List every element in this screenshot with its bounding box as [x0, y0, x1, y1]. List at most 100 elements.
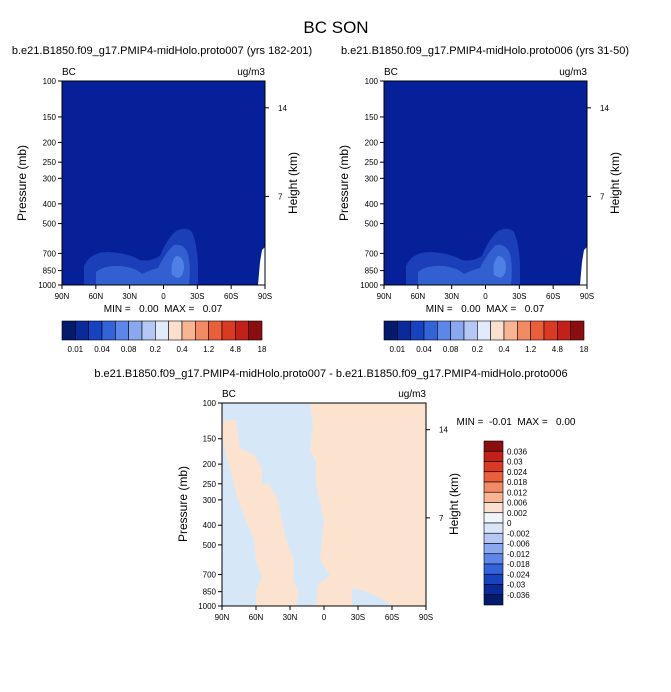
colorbar-swatch: [397, 320, 411, 341]
stats-label: MIN = 0.00 MAX = 0.07: [104, 304, 223, 315]
pressure-tick-label: 300: [203, 496, 217, 505]
colorbar-label: 0.4: [498, 345, 510, 354]
colorbar-vertical: 0.0360.030.0240.0180.0120.0060.0020-0.00…: [483, 440, 530, 606]
pressure-tick-label: 100: [43, 77, 57, 86]
height-tick-label: 7: [278, 192, 283, 201]
latitude-tick-label: 90S: [419, 613, 433, 622]
colorbar-label: 1.2: [525, 345, 537, 354]
colorbar-swatch: [483, 491, 504, 503]
field-contour-level3: [493, 256, 506, 278]
pressure-tick-label: 700: [365, 249, 379, 258]
corner-right-label: ug/m3: [398, 389, 426, 400]
colorbar-label: 18: [258, 345, 267, 354]
missing-data-region: [580, 247, 587, 285]
colorbar-swatch: [483, 440, 504, 452]
pressure-axis: 100 150 200 250 300 400 500 700 850 1000: [360, 77, 384, 290]
pressure-tick-label: 250: [203, 480, 217, 489]
colorbar-swatch: [570, 320, 585, 341]
colorbar-label: -0.012: [507, 550, 530, 559]
colorbar-swatch: [437, 320, 451, 341]
pressure-axis: 100 150 200 250 300 400 500 700 850 1000: [38, 77, 62, 290]
stats-label: MIN = -0.01 MAX = 0.00: [457, 417, 576, 428]
plot-area: [61, 80, 266, 286]
colorbar-label: 18: [580, 345, 589, 354]
colorbar-label: 0.002: [507, 509, 528, 518]
colorbar-label: 0.2: [150, 345, 162, 354]
diff-negative-region-lower: [222, 432, 262, 606]
colorbar-swatch: [128, 320, 143, 341]
latitude-tick-label: 30S: [351, 613, 365, 622]
missing-data-region: [258, 247, 265, 285]
colorbar-label: -0.006: [507, 540, 530, 549]
colorbar-swatch: [530, 320, 545, 341]
height-axis: 14 7: [265, 104, 287, 201]
colorbar: 0.01 0.04 0.08 0.2 0.4 1.2 4.8 18: [383, 320, 589, 354]
pressure-tick-label: 200: [365, 138, 379, 147]
colorbar-label: -0.024: [507, 570, 530, 579]
corner-right-label: ug/m3: [237, 67, 265, 78]
colorbar-swatch: [483, 532, 504, 544]
colorbar-swatch: [557, 320, 571, 341]
field-contour-level2: [96, 244, 190, 285]
latitude-axis: 90N 60N 30N 0 30S 60S 90S: [55, 285, 272, 301]
pressure-tick-label: 850: [365, 267, 379, 276]
colorbar-swatch: [155, 320, 169, 341]
colorbar-swatch: [115, 320, 129, 341]
colorbar-swatch: [141, 320, 156, 341]
pressure-tick-label: 500: [365, 220, 379, 229]
colorbar-swatch: [101, 320, 116, 341]
latitude-tick-label: 30S: [190, 292, 204, 301]
colorbar-swatch: [450, 320, 465, 341]
colorbar-swatch: [517, 320, 531, 341]
panel-difference: b.e21.B1850.f09_g17.PMIP4-midHolo.proto0…: [94, 368, 576, 622]
pressure-tick-label: 500: [203, 541, 217, 550]
pressure-tick-label: 150: [365, 113, 379, 122]
latitude-tick-label: 90N: [55, 292, 70, 301]
diff-negative-region-south: [352, 588, 394, 606]
pressure-tick-label: 1000: [360, 281, 378, 290]
latitude-tick-label: 90S: [580, 292, 594, 301]
ylabel: Pressure (mb): [337, 145, 351, 221]
plot-area: [221, 402, 427, 607]
panel-title: b.e21.B1850.f09_g17.PMIP4-midHolo.proto0…: [12, 45, 312, 57]
colorbar-label: -0.036: [507, 591, 530, 600]
plot-area: [383, 80, 588, 286]
ylabel: Pressure (mb): [176, 466, 190, 542]
ylabel-right: Height (km): [608, 152, 622, 214]
colorbar-swatch: [248, 320, 263, 341]
height-tick-label: 14: [439, 426, 448, 435]
colorbar-swatch: [88, 320, 103, 341]
colorbar-swatch: [477, 320, 491, 341]
colorbar-label: 0.024: [507, 468, 528, 477]
colorbar-swatch: [543, 320, 558, 341]
pressure-tick-label: 500: [43, 220, 57, 229]
pressure-tick-label: 150: [43, 113, 57, 122]
colorbar-swatch: [483, 573, 504, 585]
colorbar-label: 4.8: [230, 345, 242, 354]
latitude-tick-label: 90N: [215, 613, 230, 622]
colorbar-swatch: [383, 320, 398, 341]
colorbar-swatch: [483, 512, 504, 524]
corner-left-label: BC: [384, 67, 398, 78]
latitude-tick-label: 30N: [283, 613, 298, 622]
latitude-tick-label: 60S: [546, 292, 560, 301]
colorbar-swatch: [483, 543, 504, 555]
ylabel-right: Height (km): [447, 473, 461, 535]
colorbar-label: 0.036: [507, 447, 528, 456]
colorbar-swatch: [168, 320, 183, 341]
colorbar-label: -0.002: [507, 529, 530, 538]
latitude-tick-label: 30S: [512, 292, 526, 301]
colorbar-label: 0.08: [443, 345, 459, 354]
pressure-tick-label: 250: [365, 158, 379, 167]
colorbar-swatch: [483, 461, 504, 473]
colorbar-label: -0.03: [507, 581, 526, 590]
colorbar-label: 0.08: [121, 345, 137, 354]
pressure-tick-label: 200: [203, 460, 217, 469]
pressure-tick-label: 400: [365, 200, 379, 209]
colorbar-label: 4.8: [552, 345, 564, 354]
colorbar-swatch: [235, 320, 249, 341]
latitude-tick-label: 30N: [444, 292, 459, 301]
field-contour-level2: [418, 244, 512, 285]
colorbar-label: 0.03: [507, 458, 523, 467]
